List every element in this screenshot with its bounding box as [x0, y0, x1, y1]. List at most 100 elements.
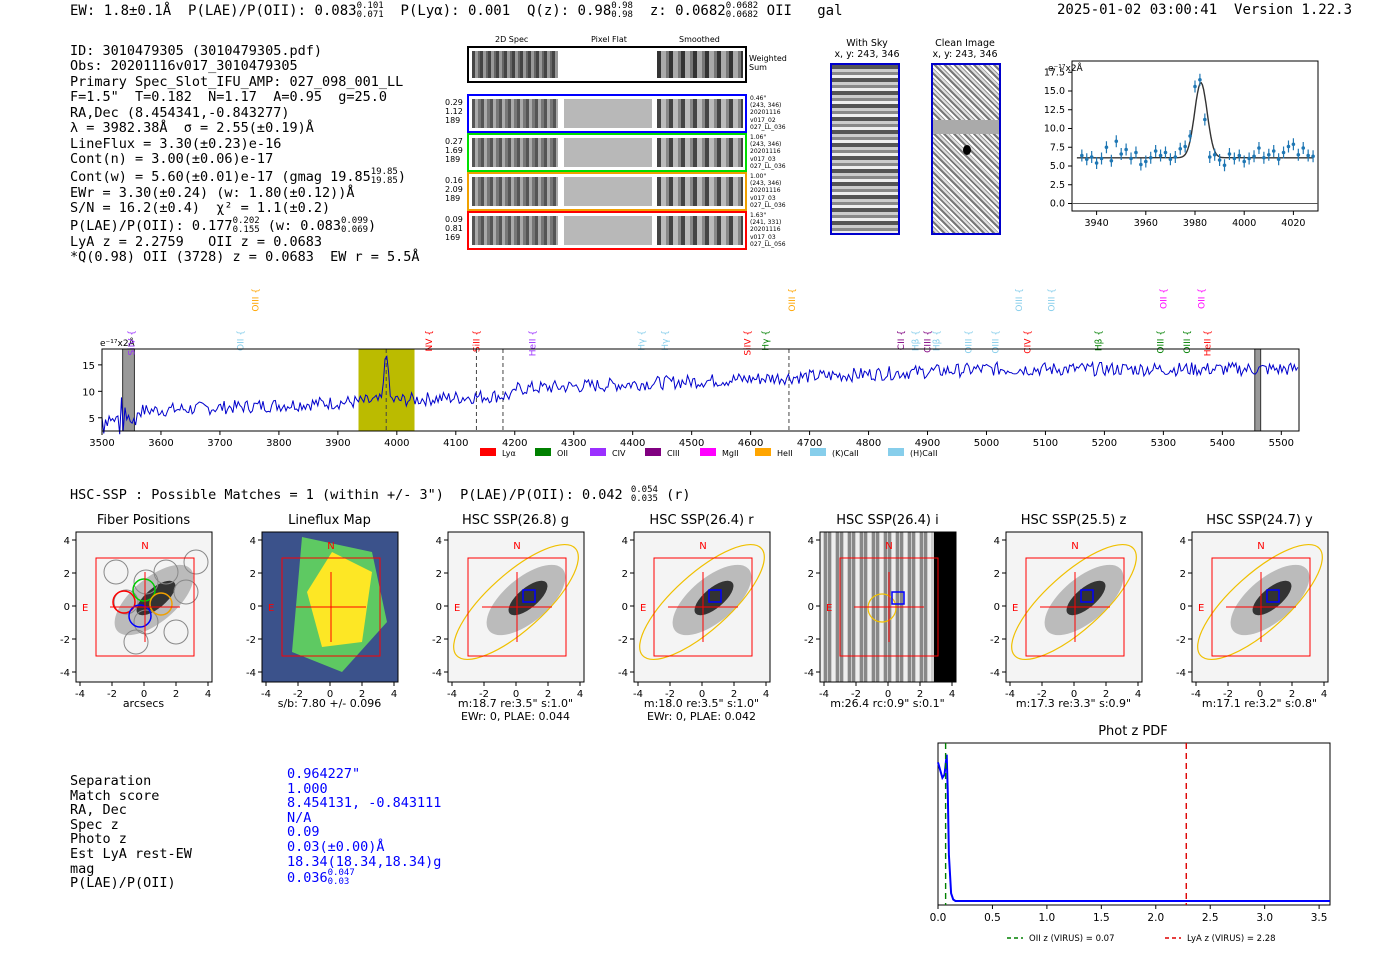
panel-ytick-label: 2: [64, 569, 70, 580]
fit-xtick-label: 3960: [1134, 218, 1158, 229]
clean-mask-band: [933, 120, 999, 134]
match-value: 0.03(±0.00)Å: [287, 838, 385, 855]
panel-xtick-label: -2: [479, 689, 489, 700]
spec-line-id: OIII {: [788, 288, 798, 312]
hsc-panel-sub2: EWr: 0, PLAE: 0.044: [460, 710, 571, 723]
fiber-circle: [183, 549, 209, 575]
fit-data-point: [1168, 157, 1173, 162]
photz-chart: 0.0 0.5 1.0 1.5 2.0 2.5 3.0 3.5 OII z (VIRUS) = …: [930, 742, 1331, 944]
panel-ytick-label: 4: [808, 536, 814, 547]
photz-xtick-label: 1.5: [1093, 912, 1110, 924]
legend-swatch: [700, 448, 716, 456]
hsc-panel-title: HSC SSP(24.7) y: [1206, 513, 1313, 528]
fiber-circle: [103, 559, 129, 585]
panel-ytick-label: 4: [622, 536, 628, 547]
east-label: E: [82, 603, 88, 614]
fit-data-point: [1237, 153, 1242, 158]
hsc-panel-title: HSC SSP(26.4) i: [836, 513, 939, 528]
panel-xtick-label: 0: [1257, 689, 1263, 700]
fit-ytick-label: 12.5: [1044, 105, 1065, 116]
panel-xtick-label: 0: [327, 689, 333, 700]
north-label: N: [1071, 541, 1078, 552]
spec-xtick-label: 4000: [384, 438, 409, 449]
spec-xtick-label: 4700: [797, 438, 822, 449]
fiber-circle: [123, 629, 149, 655]
aperture-ellipse: [639, 543, 765, 661]
line-fit-chart: e⁻¹⁷x2Å 3940 3960 3980 4000 4020 0.0 2.5 5.0 7.5…: [1044, 60, 1319, 229]
match-marker: [708, 589, 722, 603]
photz-title: Phot z PDF: [1098, 724, 1168, 739]
fit-ylabel: e⁻¹⁷x2Å: [1048, 62, 1084, 74]
cutout-2d: [472, 216, 558, 245]
header-summary: EW: 1.8±0.1Å P(LAE)/P(OII): 0.083 0.101 0.…: [70, 1, 843, 20]
spec-xtick-label: 5200: [1092, 438, 1117, 449]
weighted-sum-label: Weighted Sum: [749, 54, 787, 72]
panel-ytick-label: -4: [1176, 668, 1186, 679]
fit-data-point: [1178, 146, 1183, 151]
col-smoothed: Smoothed: [679, 35, 720, 44]
panel-xtick-label: 2: [917, 689, 923, 700]
spec-line-id: NV {: [425, 330, 435, 351]
spec-ylabel: e⁻¹⁷x2Å: [100, 337, 136, 349]
match-value: 0.036 0.047 0.03: [287, 868, 355, 888]
panel-ytick-label: 4: [250, 536, 256, 547]
weighted-smoothed: [657, 51, 743, 78]
match-label: mag: [70, 860, 95, 877]
spec-line-id: OII {: [237, 330, 247, 351]
legend-label: HeII: [777, 449, 793, 458]
search-box: [653, 557, 753, 657]
detection-info: ID: 3010479305 (3010479305.pdf) Obs: 2020…: [70, 42, 420, 265]
fit-data-point: [1267, 152, 1271, 157]
hsc-panel-sub: m:17.3 re:3.3" s:0.9": [1015, 697, 1132, 710]
panel-ytick-label: -4: [60, 668, 70, 679]
panel-xtick-label: -2: [107, 689, 117, 700]
panel-ytick-label: -4: [246, 668, 256, 679]
spec-line-id: OIII {: [1015, 288, 1025, 312]
hsc-i-stripe: [844, 532, 847, 682]
search-box: [281, 557, 381, 657]
panel-xtick-label: -4: [447, 689, 457, 700]
panel-xtick-label: -4: [633, 689, 643, 700]
panel-xtick-label: -4: [1005, 689, 1015, 700]
hsc-i-stripe: [928, 532, 931, 682]
hsc-i-stripe: [836, 532, 839, 682]
fit-data-point: [1232, 156, 1237, 161]
cutout-row-meta: 1.00" (243, 346) 20201116 v017_03 027_LL_036: [750, 173, 786, 209]
north-label: N: [141, 541, 148, 552]
cutout-2d: [472, 138, 558, 167]
aperture-ellipse: [1197, 543, 1323, 661]
legend-label: CIV: [612, 449, 626, 458]
spec-xtick-label: 4200: [502, 438, 527, 449]
fit-data-point: [1148, 155, 1153, 160]
legend-label: Lyα: [502, 449, 516, 458]
fit-data-point: [1296, 152, 1301, 157]
hsc-panel-sub: m:26.4 rc:0.9" s:0.1": [830, 697, 945, 710]
spec-masked-region: [1254, 348, 1262, 432]
spec-xtick-label: 4500: [679, 438, 704, 449]
cutout-flat: [564, 216, 652, 245]
hsc-cutout-panel: N E -4 4 -2 2 0 0 2 -2 4 -4: [990, 531, 1143, 700]
panel-xtick-label: 2: [173, 689, 179, 700]
east-label: E: [826, 603, 832, 614]
search-box: [1025, 557, 1125, 657]
match-label: Est LyA rest-EW: [70, 845, 192, 862]
fit-data-point: [1311, 154, 1315, 159]
spec-xtick-label: 3600: [148, 438, 173, 449]
match-label: Separation: [70, 773, 152, 789]
spec-line-highlight: [358, 349, 415, 431]
panel-ytick-label: 2: [436, 569, 442, 580]
panel-ytick-label: -4: [432, 668, 442, 679]
east-label: E: [1012, 603, 1018, 614]
spec-xtick-label: 5500: [1269, 438, 1294, 449]
fiber-cutouts: 2D Spec Pixel Flat Smoothed Weighted Sum…: [445, 34, 787, 259]
photz-xtick-label: 1.0: [1039, 912, 1056, 924]
hsc-i-stripe: [832, 532, 835, 682]
panel-xtick-label: 4: [577, 689, 583, 700]
match-values: 0.964227" 1.000 8.454131, -0.843111 N/A …: [287, 767, 441, 887]
east-label: E: [640, 603, 646, 614]
fit-data-point: [1134, 150, 1138, 155]
fiber-blue: [128, 604, 152, 628]
match-marker: [522, 589, 536, 603]
spec-xtick-label: 5000: [974, 438, 999, 449]
match-label: RA, Dec: [70, 802, 127, 819]
